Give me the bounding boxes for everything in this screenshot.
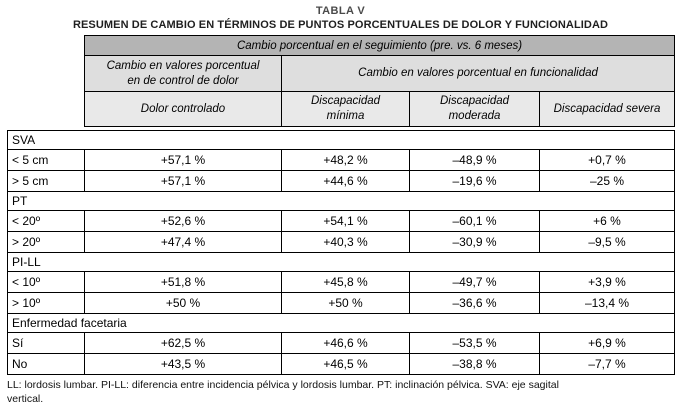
value-cell: +45,8 %	[281, 271, 410, 293]
value-cell: +0,7 %	[538, 149, 676, 171]
value-cell: +46,5 %	[281, 353, 410, 375]
data-row: > 5 cm +57,1 % +44,6 % –19,6 % –25 %	[7, 170, 676, 192]
table-subtitle: RESUMEN DE CAMBIO EN TÉRMINOS DE PUNTOS …	[72, 19, 609, 31]
value-cell: –48,9 %	[409, 149, 540, 171]
value-cell: –19,6 %	[409, 170, 540, 192]
value-cell: +48,2 %	[281, 149, 410, 171]
value-cell: +57,1 %	[84, 149, 282, 171]
column-header-discapacidad-severa: Discapacidad severa	[538, 91, 676, 127]
body-rows: SVA < 5 cm +57,1 % +48,2 % –48,9 % +0,7 % > 5 …	[6, 130, 676, 375]
row-label: No	[7, 353, 85, 375]
value-cell: +57,1 %	[84, 170, 282, 192]
value-cell: +62,5 %	[84, 332, 282, 354]
value-cell: +46,6 %	[281, 332, 410, 354]
value-cell: +43,5 %	[84, 353, 282, 375]
value-cell: –60,1 %	[409, 210, 540, 232]
top-header: Cambio porcentual en el seguimiento (pre…	[83, 35, 676, 56]
data-row: > 10º +50 % +50 % –36,6 % –13,4 %	[7, 292, 676, 314]
row-label: < 10º	[7, 271, 85, 293]
value-cell: –36,6 %	[409, 292, 540, 314]
value-cell: –30,9 %	[409, 231, 540, 253]
section-label: SVA	[6, 130, 676, 150]
data-row: Sí +62,5 % +46,6 % –53,5 % +6,9 %	[7, 332, 676, 354]
data-row: > 20º +47,4 % +40,3 % –30,9 % –9,5 %	[7, 231, 676, 253]
value-cell: +47,4 %	[84, 231, 282, 253]
row-label: < 5 cm	[7, 149, 85, 171]
table-title: TABLA V	[315, 5, 366, 17]
value-cell: –53,5 %	[409, 332, 540, 354]
value-cell: –7,7 %	[538, 353, 676, 375]
value-cell: +3,9 %	[538, 271, 676, 293]
data-row: < 5 cm +57,1 % +48,2 % –48,9 % +0,7 %	[7, 149, 676, 171]
value-cell: +54,1 %	[281, 210, 410, 232]
section-label: PI-LL	[6, 252, 676, 272]
section-row: PT	[6, 191, 676, 211]
section-row: SVA	[6, 130, 676, 150]
section-label: Enfermedad facetaria	[6, 313, 676, 333]
row-label: > 5 cm	[7, 170, 85, 192]
value-cell: +50 %	[281, 292, 410, 314]
top-header-row: Cambio porcentual en el seguimiento (pre…	[83, 35, 676, 56]
value-cell: +51,8 %	[84, 271, 282, 293]
row-label: Sí	[7, 332, 85, 354]
value-cell: +44,6 %	[281, 170, 410, 192]
group-header-row: Cambio en valores porcentual en de contr…	[84, 55, 676, 92]
column-header-dolor-controlado: Dolor controlado	[84, 91, 282, 127]
data-row: < 10º +51,8 % +45,8 % –49,7 % +3,9 %	[7, 271, 676, 293]
value-cell: +6,9 %	[538, 332, 676, 354]
value-cell: –49,7 %	[409, 271, 540, 293]
section-label: PT	[6, 191, 676, 211]
section-row: PI-LL	[6, 252, 676, 272]
group-header-functionality: Cambio en valores porcentual en funciona…	[280, 55, 676, 92]
value-cell: +6 %	[538, 210, 676, 232]
row-label: > 20º	[7, 231, 85, 253]
value-cell: –25 %	[538, 170, 676, 192]
footnote: LL: lordosis lumbar. PI-LL: diferencia e…	[7, 379, 559, 405]
data-row: < 20º +52,6 % +54,1 % –60,1 % +6 %	[7, 210, 676, 232]
value-cell: –38,8 %	[409, 353, 540, 375]
value-cell: +50 %	[84, 292, 282, 314]
row-label: < 20º	[7, 210, 85, 232]
value-cell: –13,4 %	[538, 292, 676, 314]
column-header-discapacidad-minima: Discapacidad mínima	[281, 91, 410, 127]
section-row: Enfermedad facetaria	[6, 313, 676, 333]
header-table: Cambio porcentual en el seguimiento (pre…	[83, 35, 676, 127]
value-cell: +40,3 %	[281, 231, 410, 253]
data-row: No +43,5 % +46,5 % –38,8 % –7,7 %	[7, 353, 676, 375]
body-table: SVA < 5 cm +57,1 % +48,2 % –48,9 % +0,7 % > 5 …	[6, 130, 676, 375]
column-header-row: Dolor controlado Discapacidad mínima Dis…	[84, 91, 676, 127]
row-label: > 10º	[7, 292, 85, 314]
value-cell: +52,6 %	[84, 210, 282, 232]
column-header-discapacidad-moderada: Discapacidad moderada	[409, 91, 540, 127]
value-cell: –9,5 %	[538, 231, 676, 253]
group-header-pain: Cambio en valores porcentual en de contr…	[84, 55, 282, 92]
